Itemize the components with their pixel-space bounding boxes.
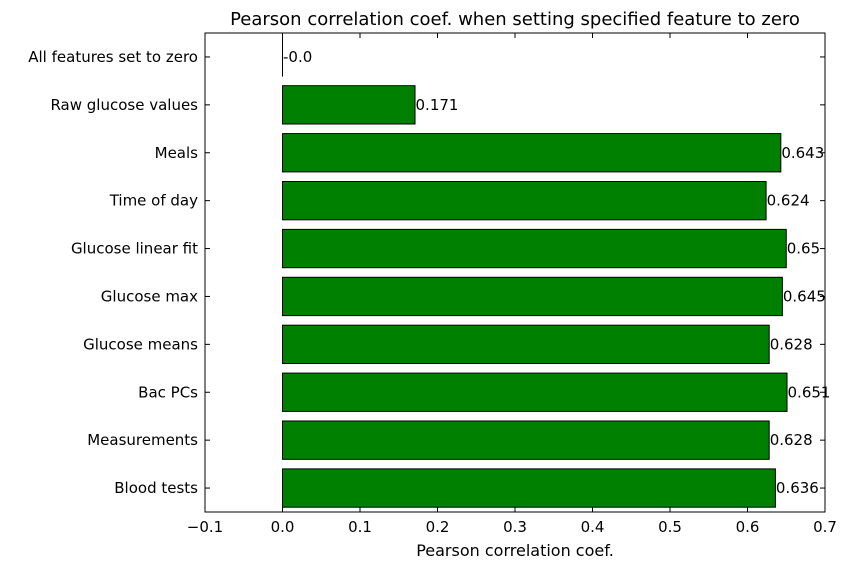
x-tick-label: 0.2 — [426, 518, 450, 536]
x-tick-label: 0.3 — [503, 518, 527, 536]
bar-value-label: -0.0 — [283, 48, 312, 66]
bar-value-label: 0.643 — [781, 144, 824, 162]
y-axis: All features set to zero Raw glucose valu… — [28, 48, 825, 497]
bar — [282, 276, 783, 317]
bar-value-label: 0.628 — [770, 335, 813, 353]
chart-title: Pearson correlation coef. when setting s… — [230, 9, 800, 30]
bar-value-label: 0.171 — [416, 96, 459, 114]
x-tick-label: 0.0 — [271, 518, 295, 536]
bar-value-label: 0.65 — [787, 240, 820, 258]
x-axis-label: Pearson correlation coef. — [416, 541, 614, 560]
value-labels-group: -0.0 0.171 0.643 0.624 0.65 0.645 0.628 0.651 0.… — [283, 48, 830, 497]
bar — [282, 372, 788, 412]
bar-value-label: 0.624 — [767, 192, 810, 210]
x-tick-label: 0.1 — [348, 518, 372, 536]
y-tick-label: Glucose means — [83, 335, 198, 353]
x-tick-label: −0.1 — [187, 518, 223, 536]
bar-value-label: 0.645 — [783, 287, 826, 305]
x-axis: −0.1 0.0 0.1 0.2 0.3 0.4 0.5 0.6 0.7 — [187, 33, 837, 536]
bar-value-label: 0.651 — [788, 383, 831, 401]
bar-value-label: 0.636 — [776, 479, 819, 497]
bar — [282, 85, 416, 125]
y-tick-label: Measurements — [87, 431, 198, 449]
y-tick-label: Raw glucose values — [50, 96, 198, 114]
bar — [282, 420, 770, 460]
y-tick-label: Glucose max — [101, 287, 198, 305]
y-tick-label: Glucose linear fit — [71, 240, 198, 258]
bars-group — [282, 37, 788, 508]
x-tick-label: 0.6 — [736, 518, 760, 536]
x-tick-label: 0.5 — [658, 518, 682, 536]
y-tick-label: Time of day — [109, 192, 198, 210]
y-tick-label: Blood tests — [114, 479, 198, 497]
bar — [282, 180, 767, 221]
y-tick-label: Meals — [155, 144, 199, 162]
bar-value-label: 0.628 — [770, 431, 813, 449]
y-tick-label: Bac PCs — [138, 383, 198, 401]
bar — [282, 133, 782, 173]
bar — [282, 468, 776, 508]
bar — [282, 324, 770, 365]
x-tick-label: 0.4 — [581, 518, 605, 536]
x-tick-label: 0.7 — [813, 518, 837, 536]
bar — [282, 228, 787, 269]
y-tick-label: All features set to zero — [28, 48, 198, 66]
